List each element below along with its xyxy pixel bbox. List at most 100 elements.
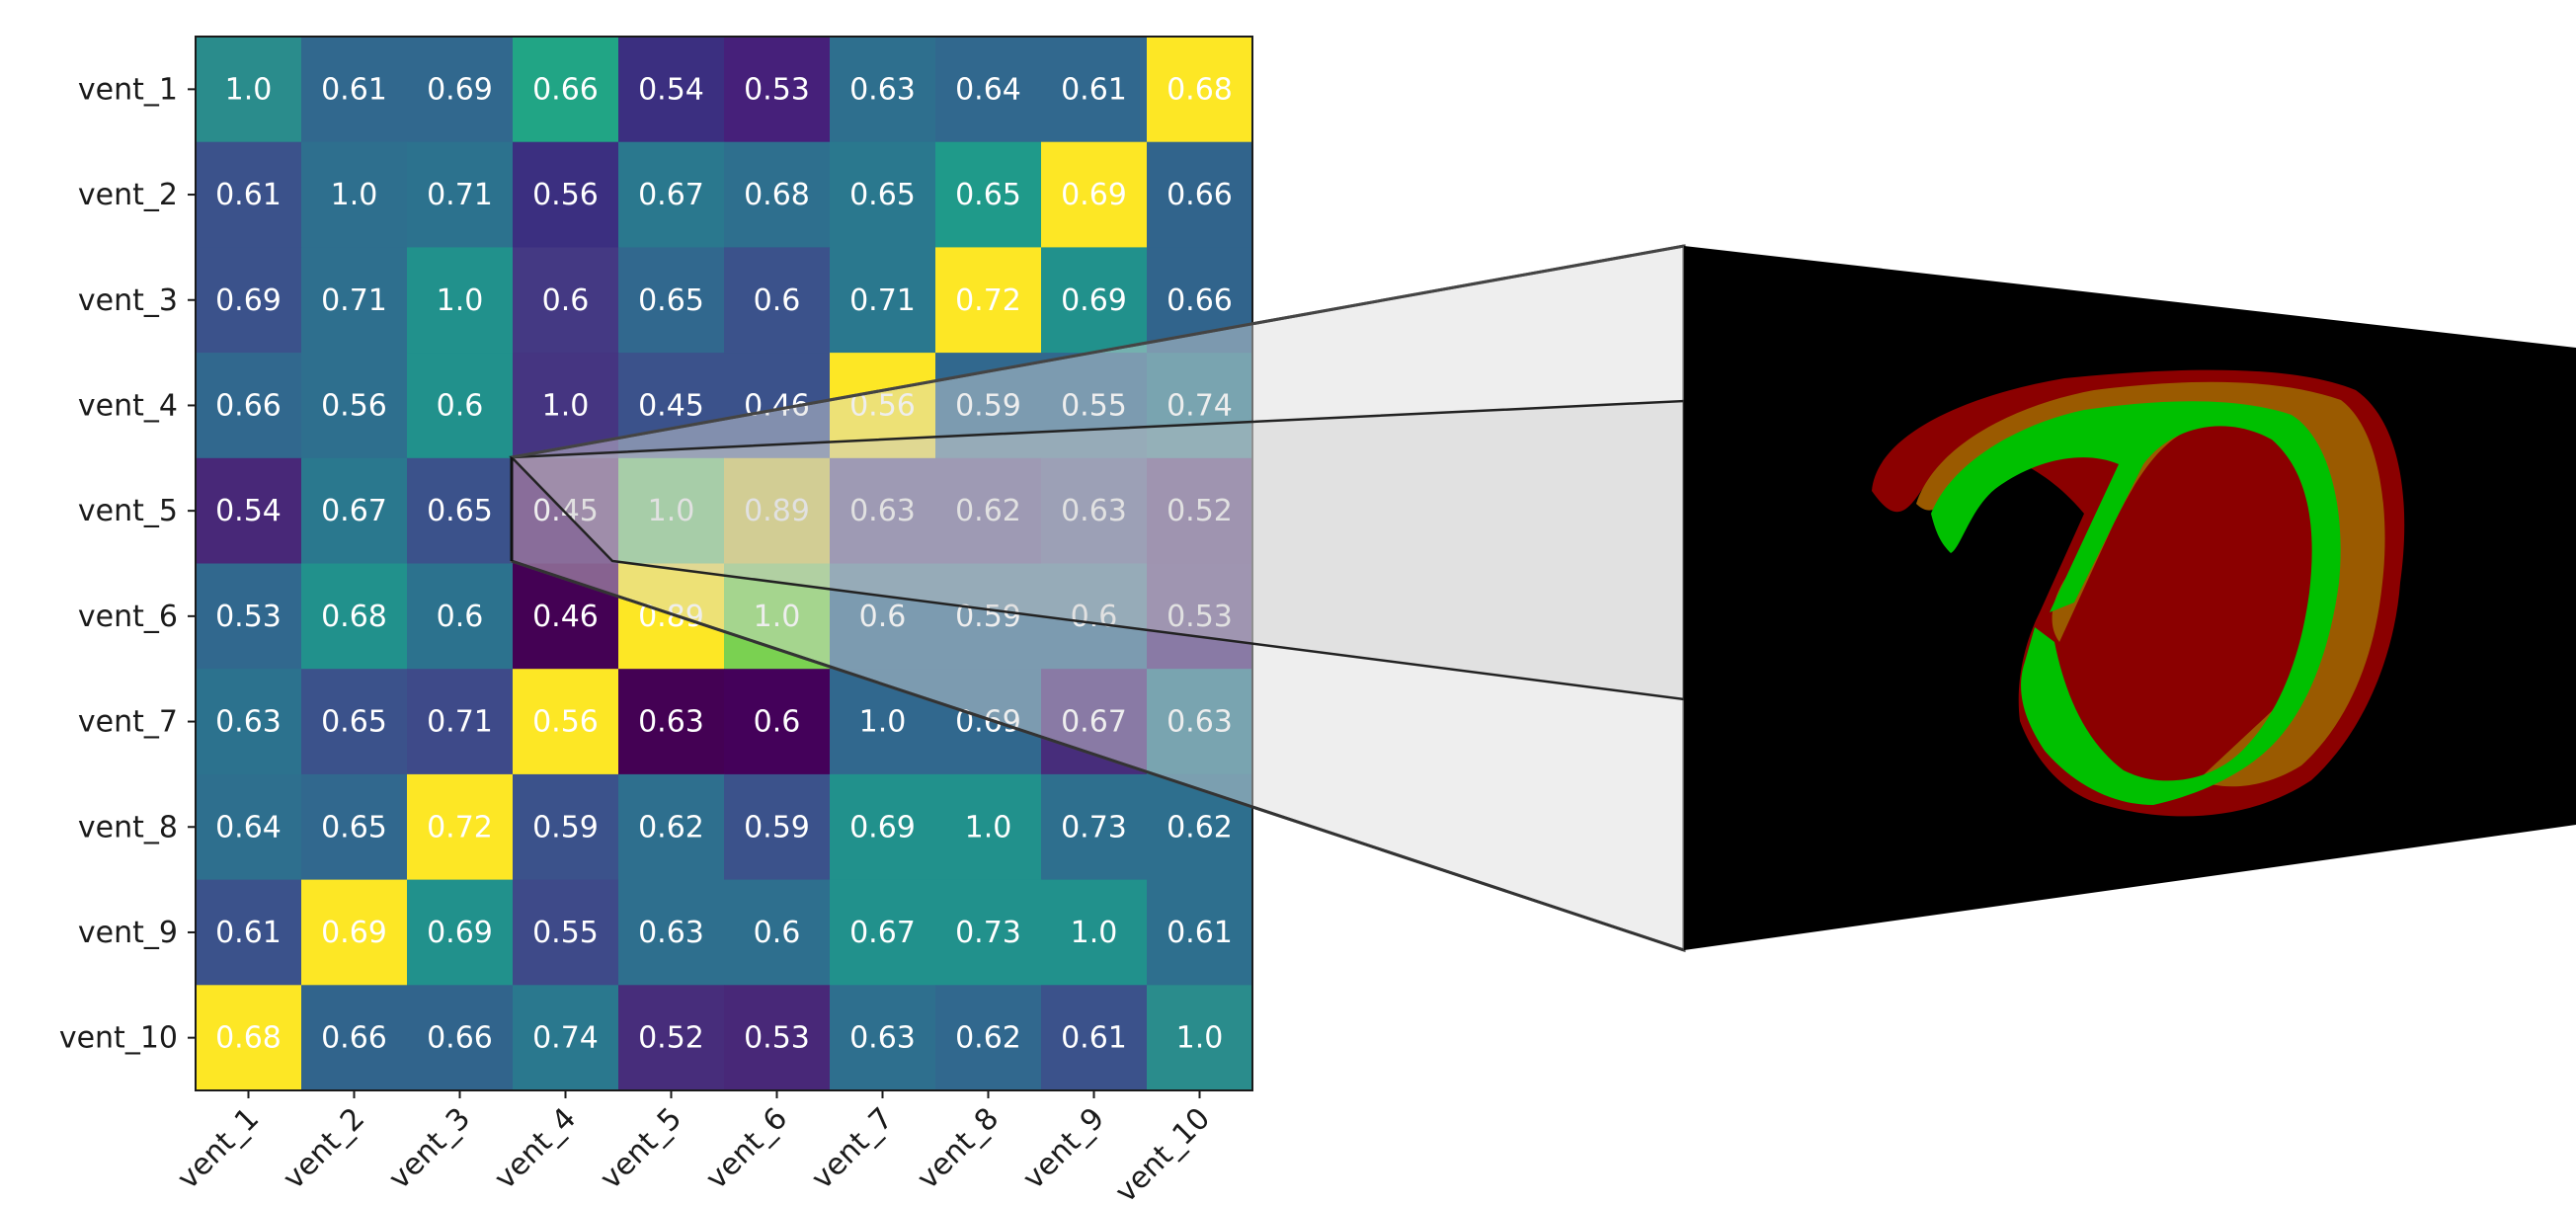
heatmap-cell-label: 0.6 — [859, 600, 907, 634]
heatmap-cell — [1147, 563, 1253, 670]
heatmap-cell — [513, 37, 619, 143]
heatmap-cell-label: 1.0 — [965, 810, 1012, 844]
heatmap-cell-label: 0.62 — [1167, 810, 1233, 844]
heatmap-cell — [513, 985, 619, 1091]
heatmap-cell-label: 0.62 — [955, 494, 1021, 528]
heatmap-cell — [1041, 141, 1148, 248]
heatmap-cell-label: 0.66 — [1167, 178, 1233, 212]
heatmap-cell — [513, 563, 619, 670]
heatmap-cell — [407, 457, 514, 564]
heatmap-cell — [513, 247, 619, 354]
heatmap-cell-label: 0.53 — [1167, 600, 1233, 634]
heatmap-cell — [196, 879, 302, 986]
heatmap-cell-label: 0.52 — [1167, 494, 1233, 528]
heatmap-cell-label: 0.67 — [849, 916, 916, 950]
heatmap-cell-label: 0.46 — [532, 600, 599, 634]
heatmap-cell-label: 0.45 — [638, 388, 704, 423]
heatmap-cell — [407, 141, 514, 248]
segmentation-inner-region — [1931, 401, 2341, 805]
heatmap-frame — [195, 36, 1253, 1091]
zoom-edge-top — [511, 244, 1685, 459]
segmentation-mask — [1872, 369, 2405, 817]
heatmap-cell — [301, 141, 408, 248]
heatmap-cell-label: 1.0 — [1176, 1021, 1224, 1056]
heatmap-cell-label: 0.61 — [1061, 1021, 1127, 1056]
heatmap-cell-label: 0.73 — [1061, 810, 1127, 844]
heatmap-cell-label: 0.71 — [427, 178, 493, 212]
heatmap-cell — [830, 669, 936, 775]
heatmap-cell-label: 0.59 — [955, 388, 1021, 423]
heatmap-cell-label: 0.63 — [849, 494, 916, 528]
y-tick-label: vent_6 — [78, 600, 178, 634]
x-tick-label: vent_5 — [594, 1101, 688, 1196]
heatmap-cell — [830, 563, 936, 670]
heatmap-cell — [830, 879, 936, 986]
heatmap-cell — [724, 773, 831, 881]
heatmap-cell — [1041, 353, 1148, 459]
x-tick-label: vent_4 — [488, 1101, 583, 1196]
heatmap-cell-label: 0.71 — [321, 283, 387, 318]
heatmap-cell-label: 0.69 — [321, 916, 387, 950]
heatmap-cell-label: 0.65 — [638, 283, 704, 318]
heatmap-cell — [407, 563, 514, 670]
heatmap-cell-label: 0.53 — [215, 600, 282, 634]
y-tick-label: vent_8 — [78, 810, 178, 844]
heatmap-cell — [513, 669, 619, 775]
x-tick-label: vent_7 — [805, 1101, 900, 1196]
segmentation-outer-region — [1872, 369, 2405, 817]
heatmap-cell — [1147, 141, 1253, 248]
heatmap-cell — [196, 141, 302, 248]
heatmap-cell — [618, 985, 725, 1091]
heatmap-cell-label: 0.65 — [321, 705, 387, 740]
heatmap-cell — [196, 353, 302, 459]
heatmap-cell-label: 1.0 — [542, 388, 590, 423]
y-tick-label: vent_4 — [78, 388, 178, 423]
heatmap-cell-label: 0.62 — [955, 1021, 1021, 1056]
heatmap-cell-label: 0.59 — [744, 810, 810, 844]
heatmap-cell — [1147, 457, 1253, 564]
zoom-overlay — [509, 244, 1686, 953]
heatmap-cell-label: 0.55 — [532, 916, 599, 950]
heatmap-cell — [1147, 985, 1253, 1091]
heatmap-cell-label: 0.66 — [532, 72, 599, 107]
heatmap-cell — [724, 141, 831, 248]
heatmap-cell-label: 0.6 — [542, 283, 590, 318]
y-axis-ticks: vent_1 vent_2 vent_3 vent_4 vent_5 vent_6vent… — [59, 72, 196, 1056]
heatmap-cell-label: 0.6 — [754, 705, 801, 740]
heatmap-cell-label: 0.6 — [754, 283, 801, 318]
heatmap-cell-label: 0.69 — [1061, 283, 1127, 318]
heatmap-cell-label: 0.63 — [1167, 705, 1233, 740]
heatmap-cell — [935, 773, 1042, 881]
heatmap-cell-label: 0.64 — [215, 810, 282, 844]
heatmap-cell-label: 0.65 — [427, 494, 493, 528]
heatmap-cell-label: 1.0 — [331, 178, 378, 212]
heatmap-cell — [1147, 247, 1253, 354]
zoom-edge-bottom — [511, 559, 1685, 952]
heatmap-cell-label: 0.63 — [638, 916, 704, 950]
heatmap-cell-label: 0.64 — [955, 72, 1021, 107]
heatmap-cell — [935, 37, 1042, 143]
heatmap-cell-label: 0.6 — [437, 600, 484, 634]
heatmap-cell — [513, 879, 619, 986]
heatmap-cell-label: 0.68 — [1167, 72, 1233, 107]
x-tick-label: vent_2 — [277, 1101, 371, 1196]
y-tick-label: vent_9 — [78, 916, 178, 950]
y-tick-label: vent_2 — [78, 178, 178, 212]
heatmap-cell — [830, 773, 936, 881]
heatmap-cell — [513, 773, 619, 881]
heatmap-cell — [724, 37, 831, 143]
x-tick-label: vent_3 — [382, 1101, 477, 1196]
heatmap-cell-label: 1.0 — [1071, 916, 1118, 950]
heatmap-cell-label: 0.6 — [1071, 600, 1118, 634]
heatmap-cell-label: 0.56 — [532, 705, 599, 740]
heatmap-cell — [407, 985, 514, 1091]
heatmap-cell — [1041, 457, 1148, 564]
heatmap-cell — [196, 37, 302, 143]
heatmap-cell-label: 0.59 — [955, 600, 1021, 634]
heatmap-cell-label: 0.69 — [427, 72, 493, 107]
heatmap-cell — [618, 563, 725, 670]
heatmap-cell-label: 0.69 — [427, 916, 493, 950]
heatmap-cell-label: 1.0 — [437, 283, 484, 318]
heatmap-cell — [407, 247, 514, 354]
heatmap-cell — [196, 985, 302, 1091]
